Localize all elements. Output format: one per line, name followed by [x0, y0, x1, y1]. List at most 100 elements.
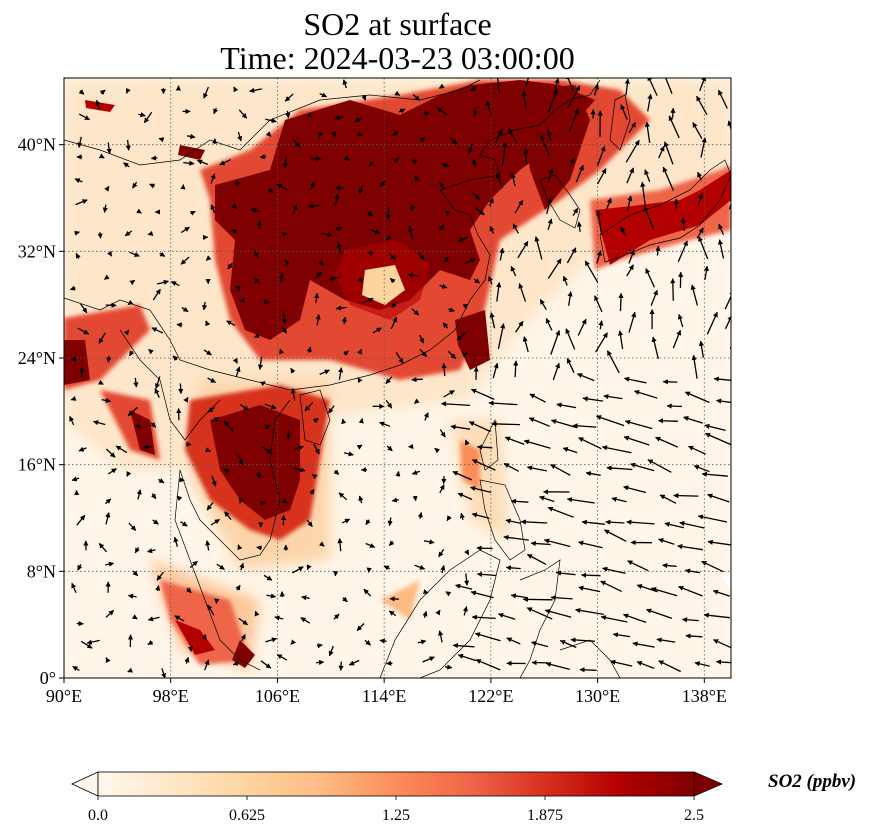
wind-arrow [510, 498, 529, 504]
wind-arrow [672, 329, 682, 349]
y-tick-label: 40°N [18, 135, 56, 155]
wind-arrow [80, 640, 93, 649]
wind-arrow [580, 572, 601, 578]
wind-arrow [411, 377, 423, 383]
wind-arrow [440, 564, 446, 574]
wind-arrow [626, 264, 634, 277]
wind-arrow [717, 239, 725, 259]
wind-arrow [335, 225, 343, 231]
wind-arrow [439, 484, 445, 494]
wind-arrow [680, 216, 686, 231]
wind-arrow [234, 179, 240, 187]
wind-arrow [281, 311, 287, 325]
wind-arrow [388, 540, 395, 546]
wind-arrow [97, 379, 104, 385]
wind-arrow [74, 178, 83, 184]
wind-arrow [582, 396, 604, 402]
wind-arrow [294, 445, 304, 451]
wind-arrow [389, 596, 399, 602]
wind-arrow [290, 639, 296, 645]
wind-arrow [107, 468, 117, 475]
wind-arrow [566, 357, 575, 374]
wind-arrow [265, 118, 277, 124]
wind-arrow [526, 553, 547, 565]
wind-arrow [147, 230, 154, 236]
wind-arrow [77, 564, 83, 571]
wind-arrow [414, 175, 420, 182]
wind-arrow [694, 661, 710, 667]
x-tick-label: 114°E [362, 686, 407, 706]
wind-arrow [398, 108, 406, 114]
wind-arrow [707, 493, 730, 503]
wind-arrow [115, 445, 128, 454]
wind-arrow [292, 204, 298, 215]
wind-arrow [684, 568, 701, 574]
wind-arrow [422, 656, 435, 663]
wind-arrow [617, 330, 624, 350]
wind-arrow [123, 162, 130, 168]
wind-arrow [465, 258, 477, 264]
wind-arrow [668, 115, 680, 139]
wind-arrow [387, 517, 393, 527]
wind-arrow [471, 614, 496, 620]
wind-arrow [78, 89, 85, 95]
wind-arrow [595, 415, 625, 427]
wind-arrow [151, 327, 164, 334]
wind-arrow [544, 609, 572, 618]
wind-arrow [547, 167, 554, 182]
wind-arrow [567, 85, 581, 109]
wind-arrow [526, 465, 548, 472]
wind-arrow [188, 646, 194, 652]
wind-arrow [279, 273, 285, 283]
wind-arrow [254, 250, 260, 259]
wind-arrow [450, 424, 471, 430]
wind-arrow [223, 468, 230, 474]
wind-arrow [575, 607, 605, 616]
wind-arrow [701, 471, 728, 477]
wind-arrow [476, 444, 493, 450]
wind-arrow [570, 637, 595, 643]
wind-arrow [470, 190, 481, 200]
wind-arrow [434, 447, 441, 454]
wind-arrow [684, 391, 710, 404]
wind-arrow [408, 226, 414, 240]
wind-arrow [233, 86, 239, 93]
wind-arrow [440, 401, 471, 407]
wind-arrow [207, 604, 215, 616]
wind-arrow [391, 301, 397, 309]
wind-arrow [386, 445, 393, 452]
wind-arrow [186, 133, 196, 139]
wind-arrow [333, 469, 340, 475]
y-tick-label: 8°N [27, 561, 56, 581]
wind-arrow [476, 571, 497, 577]
wind-arrow [343, 350, 349, 356]
wind-arrow [411, 158, 418, 165]
wind-arrow [701, 560, 724, 573]
wind-arrow [443, 389, 455, 398]
wind-arrow [612, 632, 631, 638]
wind-arrow [474, 206, 485, 216]
wind-arrow [335, 305, 347, 311]
wind-arrow [547, 218, 553, 230]
wind-arrow [698, 236, 709, 260]
wind-arrow [127, 406, 138, 417]
wind-arrow [300, 617, 311, 624]
wind-arrow [365, 519, 371, 526]
wind-arrow [666, 403, 683, 409]
wind-arrow [150, 155, 158, 161]
wind-arrow [69, 285, 76, 291]
wind-arrow [134, 546, 140, 554]
wind-arrow [224, 511, 232, 521]
wind-arrow [526, 607, 553, 620]
wind-arrow [581, 519, 605, 525]
wind-arrow [146, 548, 156, 554]
wind-arrow [698, 340, 704, 358]
wind-arrow [461, 352, 468, 358]
wind-arrow [106, 142, 112, 155]
wind-arrow [636, 661, 655, 670]
wind-arrow [438, 224, 445, 231]
wind-arrow [626, 195, 633, 211]
wind-arrow [309, 488, 315, 495]
wind-arrow [239, 562, 245, 571]
wind-arrow [546, 197, 553, 215]
